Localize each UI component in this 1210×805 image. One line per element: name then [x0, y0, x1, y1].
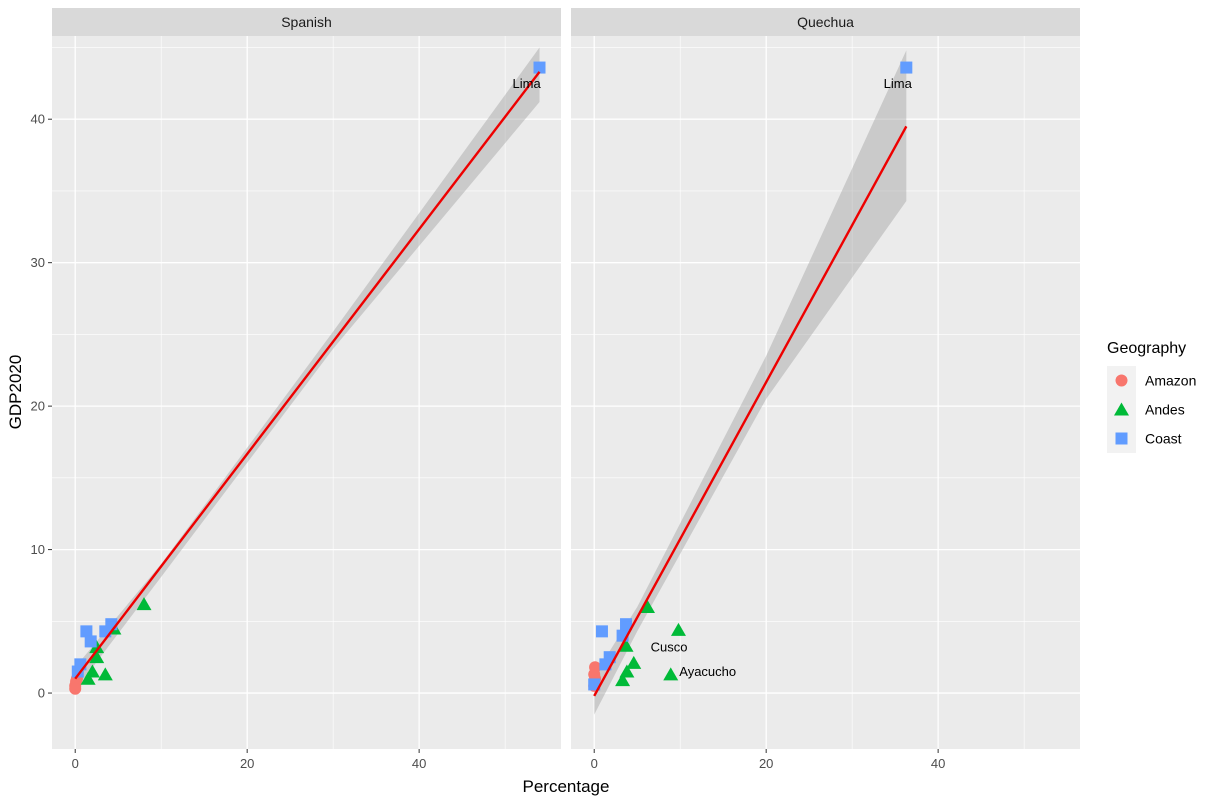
point-coast: [588, 678, 601, 691]
y-tick-label: 0: [38, 686, 45, 701]
point-andes: [89, 650, 105, 664]
y-axis-title: GDP2020: [6, 355, 25, 430]
point-coast: [80, 625, 93, 638]
legend-label-andes: Andes: [1145, 402, 1185, 418]
facet-strip-label: Quechua: [797, 14, 854, 30]
point-andes: [89, 640, 105, 654]
legend: Geography Amazon Andes Coast: [1107, 340, 1196, 453]
legend-title: Geography: [1107, 340, 1186, 357]
confidence-ribbon: [594, 50, 907, 715]
point-amazon: [69, 682, 82, 695]
point-coast: [74, 658, 87, 671]
legend-key-coast: [1115, 432, 1128, 445]
point-andes: [136, 597, 152, 611]
point-andes: [626, 655, 642, 669]
point-andes: [640, 599, 656, 613]
x-tick-label: 0: [72, 756, 79, 771]
panel-quechua: Quechua 0 20 40 Lima Cusco Ayacucho: [571, 8, 1080, 771]
y-tick-label: 30: [31, 255, 45, 270]
point-coast: [595, 625, 608, 638]
point-andes: [663, 667, 679, 681]
legend-label-amazon: Amazon: [1145, 373, 1196, 389]
point-andes: [670, 622, 686, 636]
point-label-lima: Lima: [884, 76, 913, 91]
facet-strip: [52, 8, 561, 36]
point-label-lima: Lima: [513, 76, 542, 91]
point-label-cusco: Cusco: [651, 640, 688, 655]
panel-background: [571, 36, 1080, 749]
point-andes: [619, 664, 635, 678]
point-amazon: [589, 661, 602, 674]
regression-line: [593, 125, 908, 697]
point-coast: [533, 61, 546, 74]
x-tick-label: 20: [240, 756, 254, 771]
y-tick-label: 40: [31, 112, 45, 127]
facet-strip-label: Spanish: [281, 14, 332, 30]
point-andes: [80, 671, 96, 685]
regression-line: [74, 71, 541, 680]
point-label-ayacucho: Ayacucho: [679, 664, 736, 679]
point-andes: [84, 664, 100, 678]
legend-label-coast: Coast: [1145, 431, 1182, 447]
x-tick-label: 0: [591, 756, 598, 771]
confidence-ribbon: [75, 47, 540, 691]
panel-spanish: Spanish 0 20 40 0 10 20 30 40 Lima: [31, 8, 561, 771]
point-andes: [615, 673, 631, 687]
y-tick-label: 10: [31, 542, 45, 557]
legend-key-andes: [1114, 402, 1129, 416]
x-tick-label: 40: [931, 756, 945, 771]
facet-strip: [571, 8, 1080, 36]
x-tick-label: 20: [759, 756, 773, 771]
y-tick-label: 20: [31, 399, 45, 414]
point-andes: [618, 638, 634, 652]
point-coast: [84, 635, 97, 648]
point-coast: [620, 618, 633, 631]
x-axis-title: Percentage: [523, 777, 610, 796]
point-coast: [900, 61, 913, 74]
x-tick-label: 40: [412, 756, 426, 771]
point-andes: [97, 667, 113, 681]
legend-key-amazon: [1115, 374, 1128, 387]
